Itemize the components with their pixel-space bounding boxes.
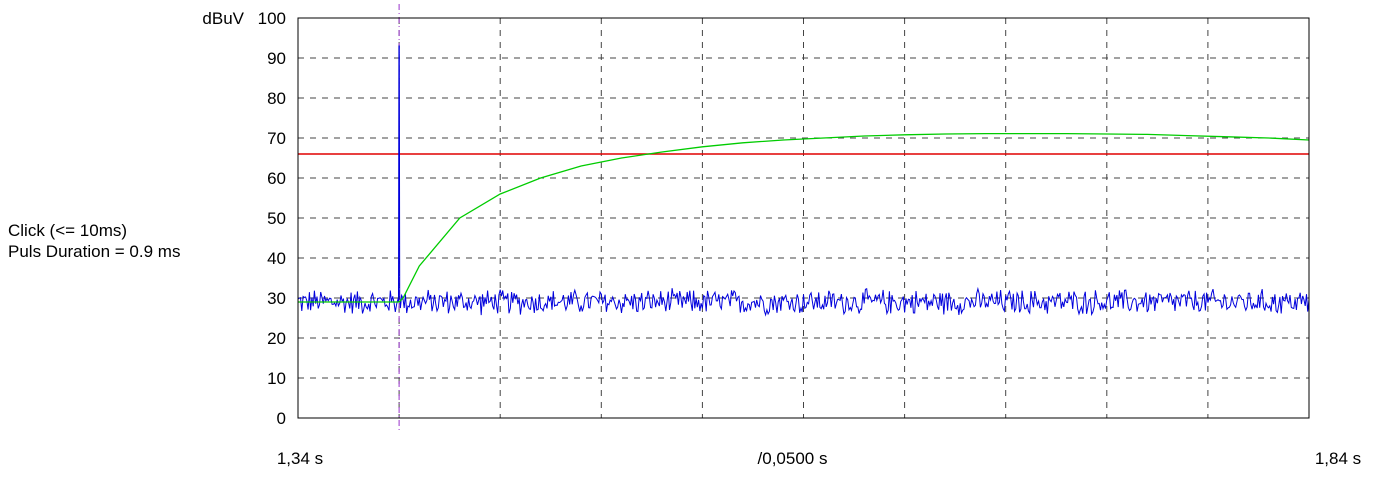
plot-frame [297, 17, 1310, 419]
y-tick-label-50: 50 [267, 209, 286, 228]
x-tick-label-center: /0,0500 s [758, 449, 828, 468]
chart-annotation: Click (<= 10ms) Puls Duration = 0.9 ms [8, 220, 180, 262]
y-tick-label-90: 90 [267, 49, 286, 68]
grid [298, 18, 1309, 418]
x-tick-label-right: 1,84 s [1315, 449, 1361, 468]
y-tick-label-0: 0 [277, 409, 286, 428]
y-tick-label-100: 100 [258, 9, 286, 28]
y-tick-label-10: 10 [267, 369, 286, 388]
plot-border [297, 17, 1310, 419]
annotation-line-2: Puls Duration = 0.9 ms [8, 242, 181, 261]
y-tick-label-20: 20 [267, 329, 286, 348]
annotation-line-1: Click (<= 10ms) [8, 221, 128, 240]
series-line-envelope [298, 132, 1310, 303]
series-line-noise [297, 45, 1310, 317]
y-tick-label-40: 40 [267, 249, 286, 268]
axis-labels: 0 10 20 30 40 50 60 70 80 90 100 dBuV 1,34 s/0,0500 … [202, 9, 1361, 468]
y-tick-label-60: 60 [267, 169, 286, 188]
y-tick-label-30: 30 [267, 289, 286, 308]
y-tick-label-70: 70 [267, 129, 286, 148]
x-tick-label-left: 1,34 s [277, 449, 323, 468]
y-axis-label: dBuV [202, 9, 244, 28]
y-tick-label-80: 80 [267, 89, 286, 108]
series-layer [297, 45, 1310, 317]
